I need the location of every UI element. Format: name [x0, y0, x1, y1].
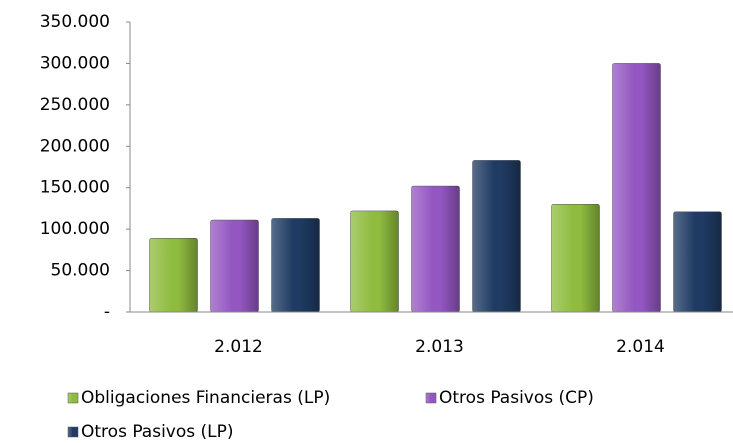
- bar-shade: [612, 63, 661, 312]
- legend-swatch: [67, 392, 79, 404]
- bar-shade: [149, 238, 198, 312]
- y-tick-label: 150.000: [40, 178, 110, 198]
- bar-shade: [411, 186, 460, 312]
- legend-label: Obligaciones Financieras (LP): [81, 388, 330, 408]
- y-tick-label: 250.000: [40, 95, 110, 115]
- legend-label: Otros Pasivos (CP): [439, 388, 594, 408]
- x-tick-label: 2.012: [214, 337, 263, 357]
- x-tick-label: 2.013: [415, 337, 464, 357]
- bar-shade: [350, 210, 399, 312]
- bar-shade: [551, 204, 600, 312]
- x-tick-label: 2.014: [616, 337, 665, 357]
- y-tick-label: 300.000: [40, 53, 110, 73]
- y-tick-label: 50.000: [51, 261, 110, 281]
- legend-label: Otros Pasivos (LP): [81, 422, 234, 442]
- bar-shade: [210, 220, 259, 312]
- bar-shade: [271, 218, 320, 312]
- y-tick-label: 100.000: [40, 219, 110, 239]
- y-tick-label: 200.000: [40, 136, 110, 156]
- bar-shade: [472, 160, 521, 312]
- y-tick-label: 350.000: [40, 12, 110, 32]
- bar-shade: [673, 211, 722, 312]
- y-tick-label: -: [104, 302, 110, 322]
- legend-swatch: [67, 426, 79, 438]
- legend-swatch: [425, 392, 437, 404]
